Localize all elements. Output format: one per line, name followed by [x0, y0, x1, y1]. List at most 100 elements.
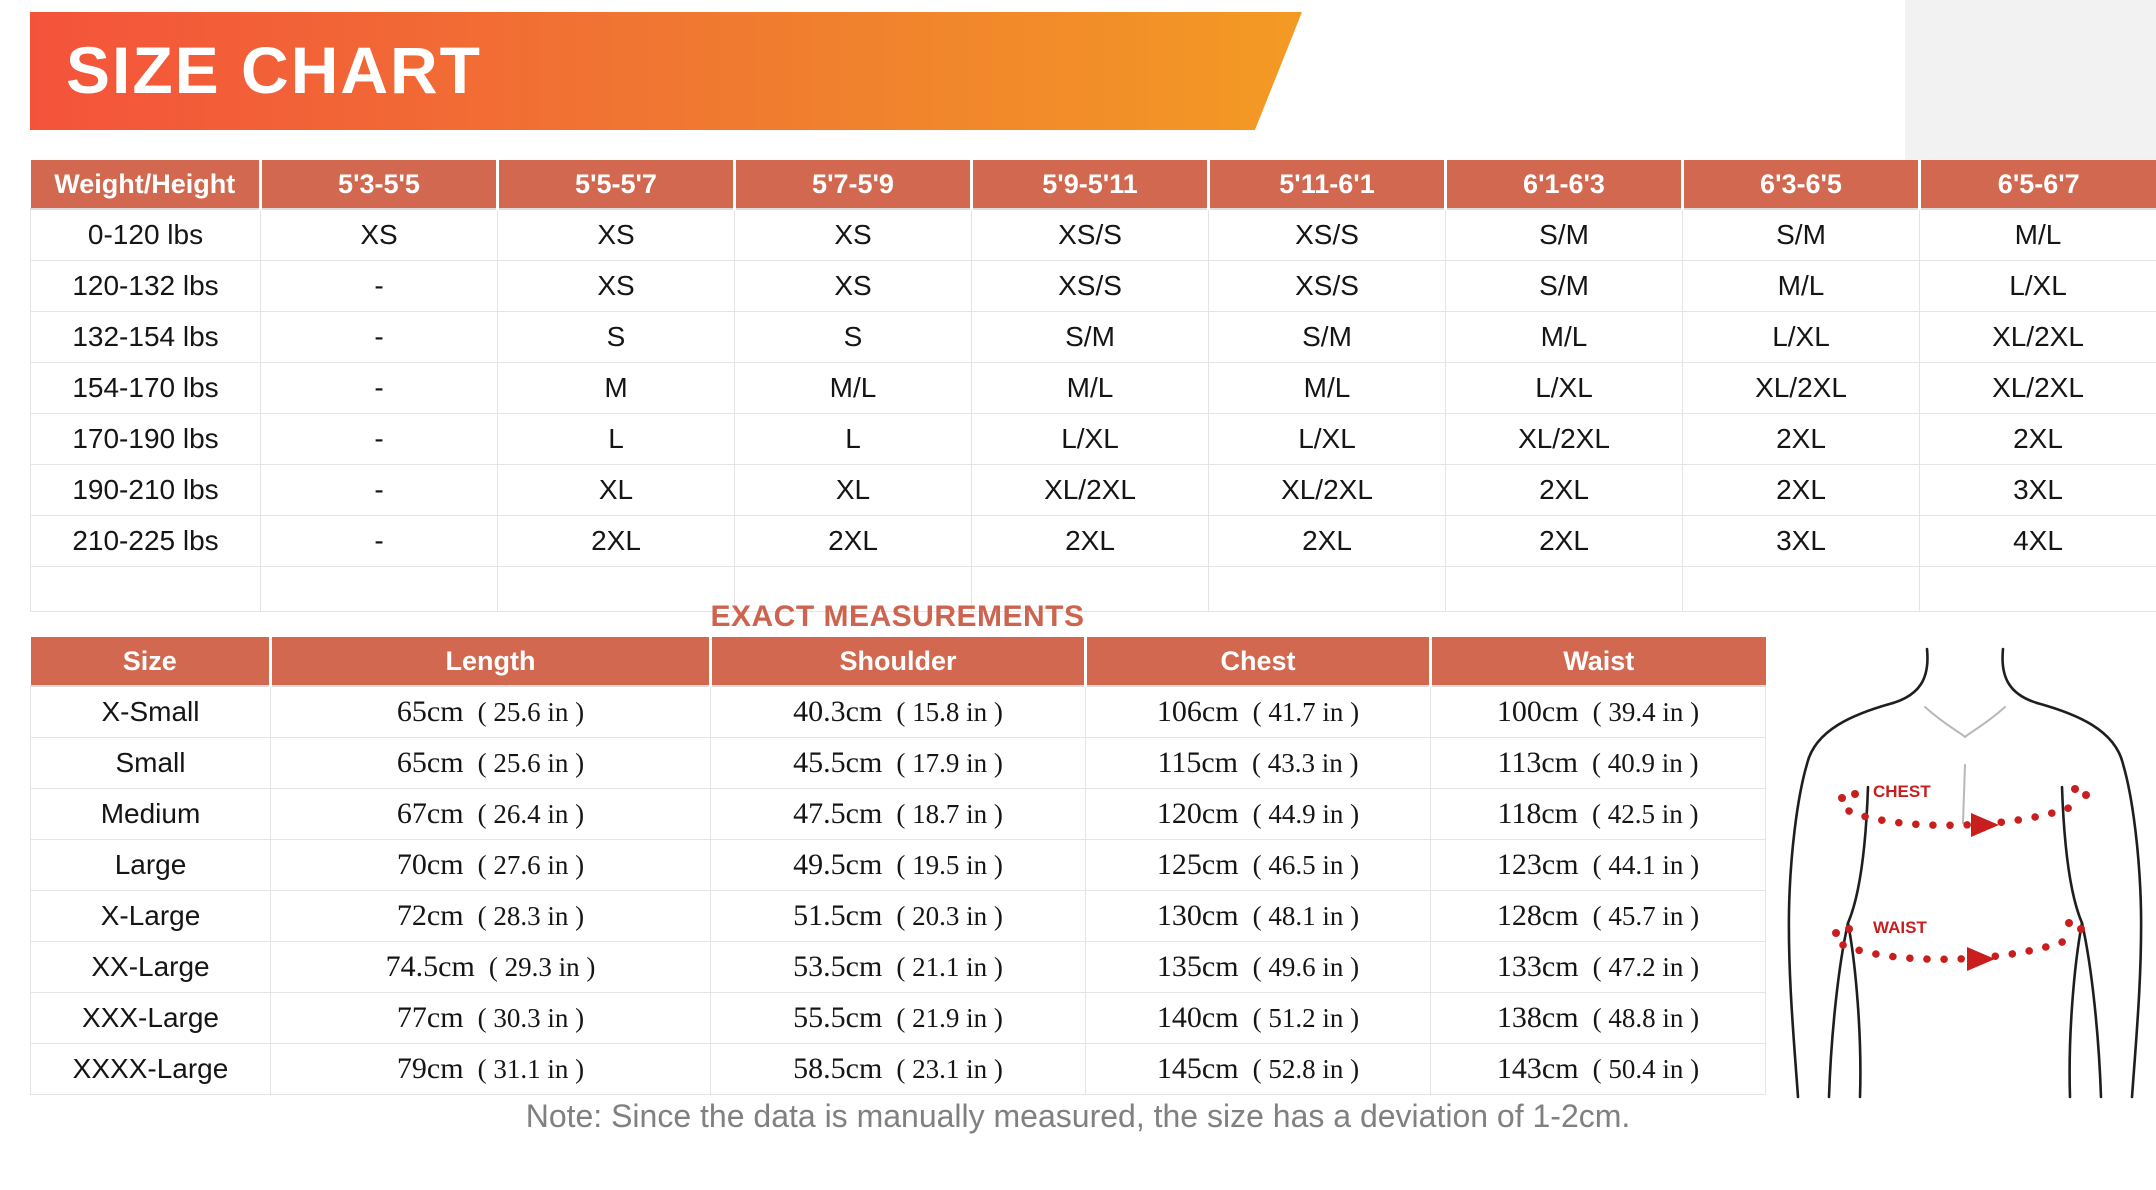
- recommended-size-cell: L: [497, 413, 735, 465]
- waist-label: WAIST: [1873, 918, 1927, 937]
- measurement-row: XXXX-Large 79cm ( 31.1 in ) 58.5cm ( 23.1 in…: [30, 1043, 1766, 1095]
- inch-value: ( 18.7 in ): [896, 799, 1003, 829]
- recommended-size-cell: XL/2XL: [1682, 362, 1920, 414]
- shoulder-measurement-cell: 45.5cm ( 17.9 in ): [710, 737, 1086, 789]
- shoulder-measurement-cell: 53.5cm ( 21.1 in ): [710, 941, 1086, 993]
- measurement-column-header: Chest: [1085, 637, 1432, 686]
- inch-value: ( 15.8 in ): [896, 697, 1003, 727]
- length-measurement-cell: 67cm ( 26.4 in ): [270, 788, 711, 840]
- cm-value: 77cm: [396, 1001, 464, 1034]
- recommended-size-cell: XS/S: [971, 260, 1209, 312]
- cm-value: 138cm: [1496, 1001, 1579, 1034]
- recommended-size-cell: M/L: [971, 362, 1209, 414]
- measurement-row: XX-Large 74.5cm ( 29.3 in ) 53.5cm ( 21.1 in…: [30, 941, 1766, 993]
- shoulder-measurement-cell: 51.5cm ( 20.3 in ): [710, 890, 1086, 942]
- recommended-size-cell: M: [497, 362, 735, 414]
- waist-measurement-cell: 100cm ( 39.4 in ): [1430, 685, 1766, 738]
- cm-value: 65cm: [396, 746, 464, 779]
- collar-lines: [1924, 706, 2006, 824]
- cm-value: 133cm: [1496, 950, 1579, 983]
- measurement-row: X-Large 72cm ( 28.3 in ) 51.5cm ( 20.3 in ) 1…: [30, 890, 1766, 942]
- measurement-row: XXX-Large 77cm ( 30.3 in ) 55.5cm ( 21.9 in …: [30, 992, 1766, 1044]
- length-measurement-cell: 65cm ( 25.6 in ): [270, 737, 711, 789]
- cm-value: 51.5cm: [793, 899, 883, 932]
- measurement-column-header: Length: [270, 637, 712, 686]
- inch-value: ( 40.9 in ): [1592, 748, 1699, 778]
- inch-value: ( 47.2 in ): [1592, 952, 1700, 982]
- shoulder-measurement-cell: 58.5cm ( 23.1 in ): [710, 1043, 1086, 1095]
- cm-value: 145cm: [1156, 1052, 1239, 1085]
- recommended-size-cell: XL/2XL: [1919, 311, 2156, 363]
- recommended-size-cell: -: [260, 464, 498, 516]
- weight-range-cell: 190-210 lbs: [30, 464, 261, 516]
- length-measurement-cell: 70cm ( 27.6 in ): [270, 839, 711, 891]
- shoulder-measurement-cell: 40.3cm ( 15.8 in ): [710, 685, 1086, 738]
- recommended-size-cell: -: [260, 362, 498, 414]
- waist-measurement-cell: 123cm ( 44.1 in ): [1430, 839, 1766, 891]
- size-chart-banner: SIZE CHART: [30, 12, 1302, 130]
- recommended-size-cell: L/XL: [1919, 260, 2156, 312]
- cm-value: 40.3cm: [793, 695, 883, 728]
- body-measurement-diagram: CHEST WAIST: [1787, 647, 2143, 1099]
- length-measurement-cell: 77cm ( 30.3 in ): [270, 992, 711, 1044]
- recommended-size-cell: XL: [734, 464, 972, 516]
- recommended-size-cell: -: [260, 413, 498, 465]
- height-column-header: Weight/Height: [30, 160, 262, 209]
- inch-value: ( 20.3 in ): [896, 901, 1003, 931]
- recommended-size-cell: XL/2XL: [1445, 413, 1683, 465]
- recommended-size-cell: S/M: [1682, 208, 1920, 261]
- shoulder-measurement-cell: 55.5cm ( 21.9 in ): [710, 992, 1086, 1044]
- chest-measurement-cell: 106cm ( 41.7 in ): [1085, 685, 1431, 738]
- shoulder-measurement-cell: 47.5cm ( 18.7 in ): [710, 788, 1086, 840]
- cm-value: 100cm: [1496, 695, 1579, 728]
- size-by-height-row: 120-132 lbs - XS XS XS/S XS/S S/M M/L L/XL: [30, 260, 2156, 312]
- inch-value: ( 48.8 in ): [1592, 1003, 1700, 1033]
- inch-value: ( 44.9 in ): [1252, 799, 1360, 829]
- recommended-size-cell: L/XL: [1445, 362, 1683, 414]
- height-column-header: 5'5-5'7: [497, 160, 736, 209]
- inch-value: ( 48.1 in ): [1252, 901, 1360, 931]
- cm-value: 55.5cm: [793, 1001, 883, 1034]
- cm-value: 125cm: [1156, 848, 1239, 881]
- inch-value: ( 49.6 in ): [1252, 952, 1360, 982]
- recommended-size-cell: XS: [734, 208, 972, 261]
- height-column-header: 6'5-6'7: [1919, 160, 2156, 209]
- weight-range-cell: 210-225 lbs: [30, 515, 261, 567]
- measurement-row: Medium 67cm ( 26.4 in ) 47.5cm ( 18.7 in ) 12…: [30, 788, 1766, 840]
- waist-measurement-cell: 133cm ( 47.2 in ): [1430, 941, 1766, 993]
- recommended-size-cell: -: [260, 260, 498, 312]
- waist-measurement-cell: 118cm ( 42.5 in ): [1430, 788, 1766, 840]
- inch-value: ( 29.3 in ): [488, 952, 596, 982]
- recommended-size-cell: 2XL: [1445, 515, 1683, 567]
- inch-value: ( 25.6 in ): [477, 697, 585, 727]
- chest-measurement-cell: 115cm ( 43.3 in ): [1085, 737, 1431, 789]
- cm-value: 79cm: [396, 1052, 464, 1085]
- size-by-height-row: 0-120 lbs XS XS XS XS/S XS/S S/M S/M M/L: [30, 208, 2156, 261]
- chest-measurement-cell: 120cm ( 44.9 in ): [1085, 788, 1431, 840]
- recommended-size-cell: L/XL: [971, 413, 1209, 465]
- inch-value: ( 50.4 in ): [1592, 1054, 1700, 1084]
- cm-value: 118cm: [1497, 797, 1579, 830]
- recommended-size-cell: S/M: [1445, 260, 1683, 312]
- recommended-size-cell: XS: [734, 260, 972, 312]
- recommended-size-cell: M/L: [734, 362, 972, 414]
- inch-value: ( 21.1 in ): [896, 952, 1003, 982]
- recommended-size-cell: 4XL: [1919, 515, 2156, 567]
- corner-background-block: [1905, 0, 2156, 160]
- chest-measurement-cell: 130cm ( 48.1 in ): [1085, 890, 1431, 942]
- inch-value: ( 21.9 in ): [896, 1003, 1003, 1033]
- recommended-size-cell: [734, 566, 972, 612]
- recommended-size-cell: 3XL: [1919, 464, 2156, 516]
- recommended-size-cell: -: [260, 311, 498, 363]
- cm-value: 65cm: [396, 695, 464, 728]
- recommended-size-cell: 3XL: [1682, 515, 1920, 567]
- size-name-cell: X-Large: [30, 890, 271, 942]
- inch-value: ( 26.4 in ): [477, 799, 585, 829]
- weight-range-cell: 120-132 lbs: [30, 260, 261, 312]
- recommended-size-cell: [1919, 566, 2156, 612]
- exact-measurements-table: Size Length Shoulder Chest Waist X-Small 65cm…: [30, 637, 1766, 1095]
- inch-value: ( 19.5 in ): [896, 850, 1003, 880]
- recommended-size-cell: XS/S: [971, 208, 1209, 261]
- shoulder-measurement-cell: 49.5cm ( 19.5 in ): [710, 839, 1086, 891]
- cm-value: 128cm: [1496, 899, 1579, 932]
